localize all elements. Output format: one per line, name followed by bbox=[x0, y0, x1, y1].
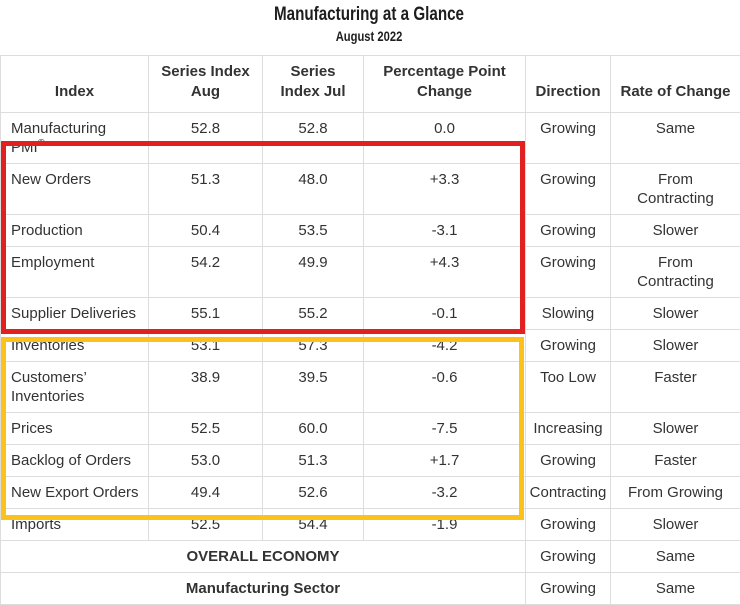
pp-change-cell: -3.1 bbox=[364, 215, 526, 247]
rate-of-change-cell: Faster bbox=[611, 445, 740, 477]
column-header-direction: Direction bbox=[526, 56, 611, 113]
series-aug-cell: 38.9 bbox=[149, 362, 263, 413]
rate-of-change-cell: Same bbox=[611, 541, 740, 573]
direction-cell: Slowing bbox=[526, 298, 611, 330]
rate-of-change-cell: Slower bbox=[611, 330, 740, 362]
pp-change-cell: -7.5 bbox=[364, 413, 526, 445]
row-manufacturing-pmi: Manufacturing PMI® 52.8 52.8 0.0 Growing… bbox=[1, 113, 740, 164]
report-title: Manufacturing at a Glance bbox=[112, 3, 626, 26]
direction-cell: Growing bbox=[526, 113, 611, 164]
index-label-cell: New Export Orders bbox=[1, 477, 149, 509]
series-aug-cell: 52.5 bbox=[149, 413, 263, 445]
series-aug-cell: 52.5 bbox=[149, 509, 263, 541]
rate-of-change-cell: Slower bbox=[611, 509, 740, 541]
row-production: Production 50.4 53.5 -3.1 Growing Slower bbox=[1, 215, 740, 247]
column-header-series-index-jul: Series Index Jul bbox=[263, 56, 364, 113]
index-label-cell: Prices bbox=[1, 413, 149, 445]
series-aug-cell: 51.3 bbox=[149, 164, 263, 215]
series-aug-cell: 55.1 bbox=[149, 298, 263, 330]
series-aug-cell: 53.1 bbox=[149, 330, 263, 362]
summary-label-cell: OVERALL ECONOMY bbox=[1, 541, 526, 573]
pp-change-cell: +3.3 bbox=[364, 164, 526, 215]
series-aug-cell: 49.4 bbox=[149, 477, 263, 509]
direction-cell: Growing bbox=[526, 509, 611, 541]
series-jul-cell: 39.5 bbox=[263, 362, 364, 413]
series-jul-cell: 48.0 bbox=[263, 164, 364, 215]
pp-change-cell: -1.9 bbox=[364, 509, 526, 541]
index-label-cell: Supplier Deliveries bbox=[1, 298, 149, 330]
series-aug-cell: 50.4 bbox=[149, 215, 263, 247]
index-label-cell: Employment bbox=[1, 247, 149, 298]
direction-cell: Growing bbox=[526, 541, 611, 573]
index-label-cell: Production bbox=[1, 215, 149, 247]
row-inventories: Inventories 53.1 57.3 -4.2 Growing Slowe… bbox=[1, 330, 740, 362]
index-label: Manufacturing PMI bbox=[11, 120, 106, 156]
report-subtitle: August 2022 bbox=[112, 28, 626, 45]
direction-cell: Growing bbox=[526, 445, 611, 477]
direction-cell: Growing bbox=[526, 215, 611, 247]
row-imports: Imports 52.5 54.4 -1.9 Growing Slower bbox=[1, 509, 740, 541]
direction-cell: Growing bbox=[526, 573, 611, 605]
pp-change-cell: -3.2 bbox=[364, 477, 526, 509]
rate-of-change-cell: Slower bbox=[611, 298, 740, 330]
summary-label-cell: Manufacturing Sector bbox=[1, 573, 526, 605]
rate-of-change-cell: Slower bbox=[611, 413, 740, 445]
index-label-cell: Backlog of Orders bbox=[1, 445, 149, 477]
rate-of-change-cell: Same bbox=[611, 113, 740, 164]
series-jul-cell: 57.3 bbox=[263, 330, 364, 362]
pp-change-cell: -0.1 bbox=[364, 298, 526, 330]
column-header-rate-of-change: Rate of Change bbox=[611, 56, 740, 113]
header-row: Index Series Index Aug Series Index Jul … bbox=[1, 56, 740, 113]
row-overall-economy: OVERALL ECONOMY Growing Same bbox=[1, 541, 740, 573]
row-new-orders: New Orders 51.3 48.0 +3.3 Growing From C… bbox=[1, 164, 740, 215]
series-jul-cell: 54.4 bbox=[263, 509, 364, 541]
manufacturing-glance-table: Index Series Index Aug Series Index Jul … bbox=[0, 55, 740, 605]
pp-change-cell: +4.3 bbox=[364, 247, 526, 298]
column-header-index: Index bbox=[1, 56, 149, 113]
series-jul-cell: 60.0 bbox=[263, 413, 364, 445]
rate-of-change-cell: Same bbox=[611, 573, 740, 605]
series-jul-cell: 51.3 bbox=[263, 445, 364, 477]
direction-cell: Contracting bbox=[526, 477, 611, 509]
direction-cell: Growing bbox=[526, 164, 611, 215]
series-aug-cell: 52.8 bbox=[149, 113, 263, 164]
index-label-cell: Manufacturing PMI® bbox=[1, 113, 149, 164]
direction-cell: Too Low bbox=[526, 362, 611, 413]
pp-change-cell: +1.7 bbox=[364, 445, 526, 477]
index-label-cell: Customers’ Inventories bbox=[1, 362, 149, 413]
row-customers-inventories: Customers’ Inventories 38.9 39.5 -0.6 To… bbox=[1, 362, 740, 413]
column-header-series-index-aug: Series Index Aug bbox=[149, 56, 263, 113]
series-jul-cell: 55.2 bbox=[263, 298, 364, 330]
series-jul-cell: 52.6 bbox=[263, 477, 364, 509]
column-header-percentage-point-change: Percentage Point Change bbox=[364, 56, 526, 113]
pp-change-cell: -0.6 bbox=[364, 362, 526, 413]
registered-trademark-symbol: ® bbox=[38, 138, 45, 149]
index-label-cell: New Orders bbox=[1, 164, 149, 215]
series-jul-cell: 49.9 bbox=[263, 247, 364, 298]
index-label-cell: Imports bbox=[1, 509, 149, 541]
pp-change-cell: -4.2 bbox=[364, 330, 526, 362]
series-aug-cell: 54.2 bbox=[149, 247, 263, 298]
series-jul-cell: 53.5 bbox=[263, 215, 364, 247]
pp-change-cell: 0.0 bbox=[364, 113, 526, 164]
row-employment: Employment 54.2 49.9 +4.3 Growing From C… bbox=[1, 247, 740, 298]
row-new-export-orders: New Export Orders 49.4 52.6 -3.2 Contrac… bbox=[1, 477, 740, 509]
rate-of-change-cell: From Contracting bbox=[611, 247, 740, 298]
index-label-cell: Inventories bbox=[1, 330, 149, 362]
rate-of-change-cell: Slower bbox=[611, 215, 740, 247]
rate-of-change-cell: From Contracting bbox=[611, 164, 740, 215]
series-aug-cell: 53.0 bbox=[149, 445, 263, 477]
rate-of-change-cell: Faster bbox=[611, 362, 740, 413]
row-prices: Prices 52.5 60.0 -7.5 Increasing Slower bbox=[1, 413, 740, 445]
series-jul-cell: 52.8 bbox=[263, 113, 364, 164]
direction-cell: Growing bbox=[526, 330, 611, 362]
direction-cell: Increasing bbox=[526, 413, 611, 445]
row-manufacturing-sector: Manufacturing Sector Growing Same bbox=[1, 573, 740, 605]
report-header: Manufacturing at a Glance August 2022 bbox=[48, 0, 690, 55]
row-supplier-deliveries: Supplier Deliveries 55.1 55.2 -0.1 Slowi… bbox=[1, 298, 740, 330]
row-backlog-of-orders: Backlog of Orders 53.0 51.3 +1.7 Growing… bbox=[1, 445, 740, 477]
rate-of-change-cell: From Growing bbox=[611, 477, 740, 509]
direction-cell: Growing bbox=[526, 247, 611, 298]
